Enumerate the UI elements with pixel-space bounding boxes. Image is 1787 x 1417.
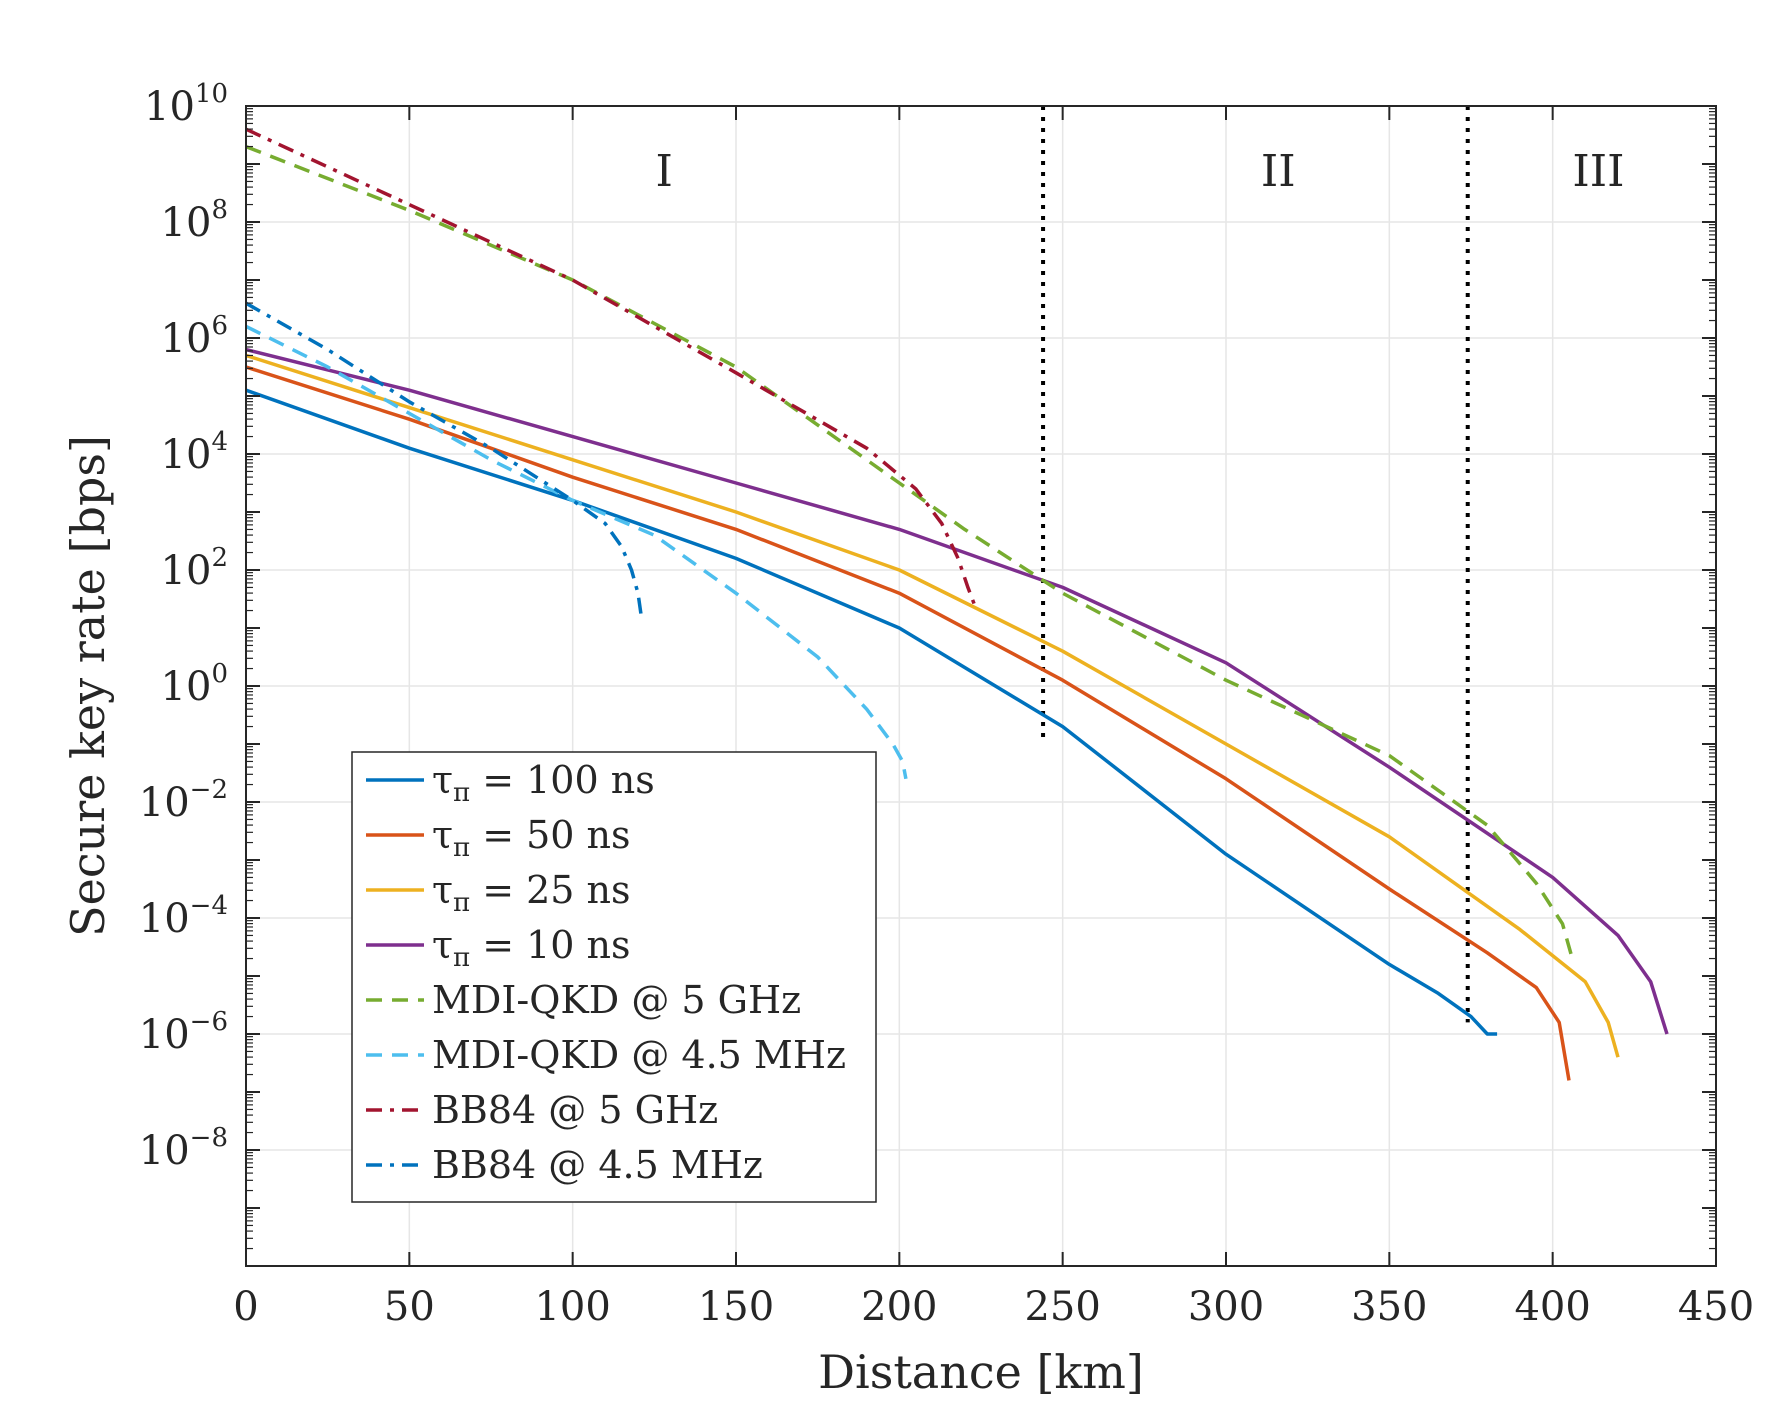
series-line [245,301,644,617]
x-axis-title: Distance [km] [818,1345,1144,1399]
series-line [245,144,1574,960]
legend-label: τπ = 10 ns [432,923,631,973]
region-labels: I II III [655,146,1624,197]
x-tick-label: 400 [1514,1284,1590,1330]
x-tick-label: 100 [534,1284,610,1330]
axis-ticks: 0 50 100 150 200 250 300 350 400 45010−810−610−41… [139,79,1754,1330]
grid [245,105,1717,1267]
series-line [245,324,908,780]
series-line [245,347,1669,1035]
y-tick-label: 1010 [144,79,228,130]
series-line [245,388,1498,1036]
series-line [245,127,977,606]
legend-label: MDI-QKD @ 4.5 MHz [432,1033,846,1077]
legend-box [351,751,877,1203]
series-line [245,353,1620,1058]
series-group [245,127,1669,1081]
x-tick-label: 200 [861,1284,937,1330]
x-tick-label: 300 [1188,1284,1264,1330]
x-tick-label: 250 [1024,1284,1100,1330]
series-line [245,365,1571,1081]
x-tick-label: 50 [384,1284,435,1330]
region-dividers [1041,106,1470,1023]
legend-label: BB84 @ 5 GHz [432,1088,718,1132]
legend-label: τπ = 25 ns [432,868,631,918]
x-tick-label: 450 [1678,1284,1754,1330]
x-tick-label: 0 [233,1284,258,1330]
legend-label: MDI-QKD @ 5 GHz [432,978,801,1022]
y-axis-title: Secure key rate [bps] [61,435,115,937]
x-tick-label: 150 [698,1284,774,1330]
x-tick-label: 350 [1351,1284,1427,1330]
legend-label: BB84 @ 4.5 MHz [432,1143,763,1187]
region-label: III [1572,146,1624,197]
region-label: II [1261,146,1296,197]
region-label: I [655,146,672,197]
